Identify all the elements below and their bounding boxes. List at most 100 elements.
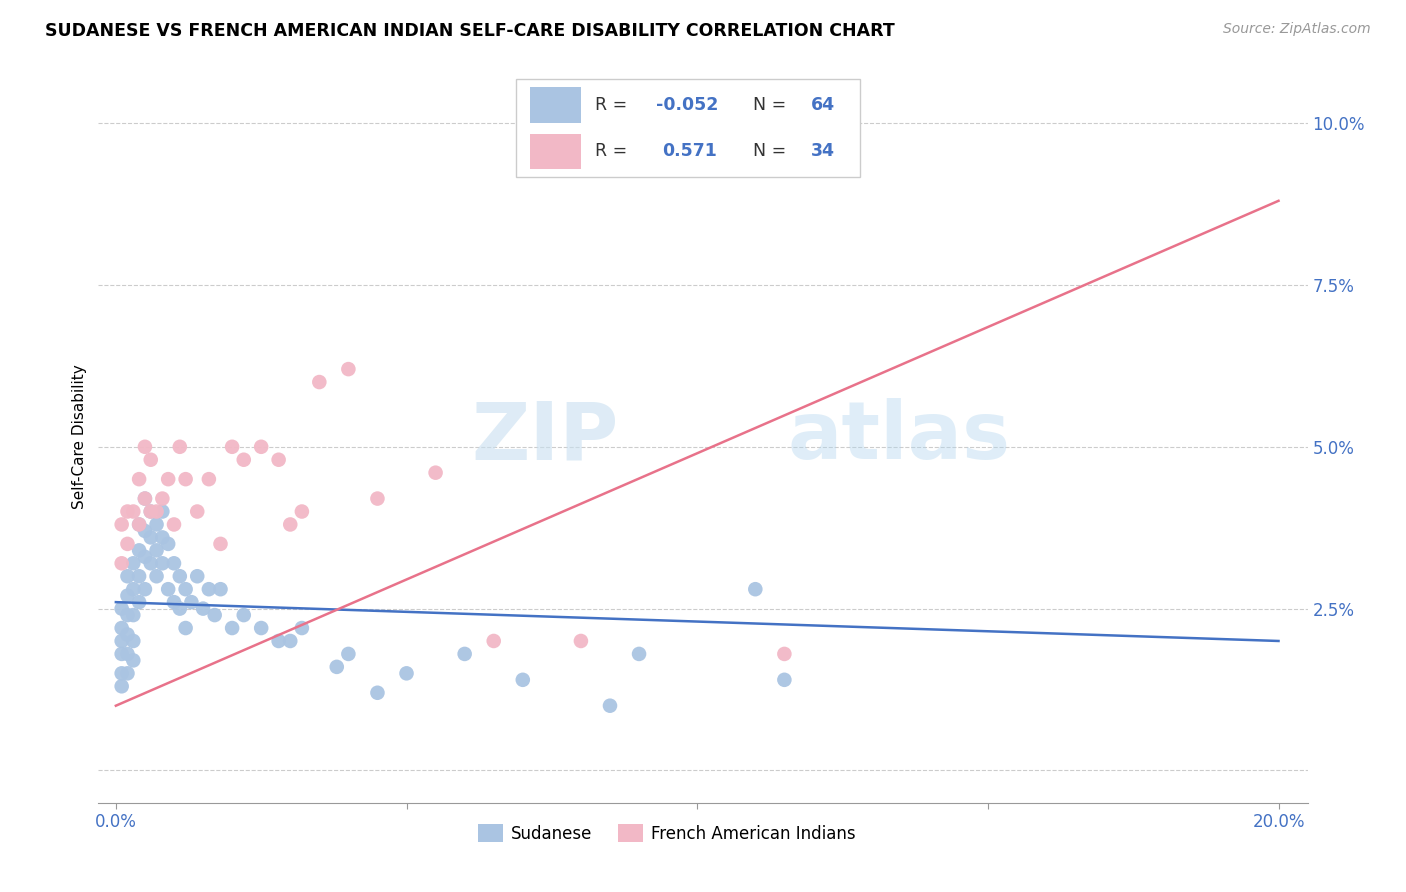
Point <box>773 647 796 661</box>
Point <box>145 569 167 583</box>
Point <box>366 491 388 506</box>
Point <box>111 557 134 571</box>
Point <box>111 679 134 693</box>
Point <box>117 627 139 641</box>
Point <box>122 582 145 597</box>
Point <box>186 504 208 518</box>
Text: 34: 34 <box>811 142 835 160</box>
Point <box>174 621 197 635</box>
Point <box>150 504 173 518</box>
Point <box>773 673 796 687</box>
FancyBboxPatch shape <box>530 87 581 122</box>
Point <box>512 673 534 687</box>
Point <box>111 621 134 635</box>
Point <box>186 569 208 583</box>
Text: atlas: atlas <box>787 398 1011 476</box>
Point <box>122 608 145 623</box>
Point <box>250 440 273 454</box>
Point <box>117 608 139 623</box>
Point <box>291 504 314 518</box>
Point <box>128 543 150 558</box>
Point <box>744 582 766 597</box>
Text: 0.571: 0.571 <box>662 142 717 160</box>
Point <box>628 647 651 661</box>
Point <box>134 491 156 506</box>
Point <box>134 524 156 538</box>
Point <box>191 601 214 615</box>
Text: R =: R = <box>595 142 633 160</box>
Legend: Sudanese, French American Indians: Sudanese, French American Indians <box>471 818 862 849</box>
Point <box>395 666 418 681</box>
Point <box>308 375 330 389</box>
Point <box>145 543 167 558</box>
Point <box>163 557 186 571</box>
Point <box>117 504 139 518</box>
Point <box>169 440 191 454</box>
Point <box>111 634 134 648</box>
Text: R =: R = <box>595 96 633 114</box>
Point <box>150 491 173 506</box>
Point <box>425 466 447 480</box>
Point <box>150 530 173 544</box>
Point <box>122 634 145 648</box>
Point <box>169 569 191 583</box>
Point <box>204 608 226 623</box>
Point <box>569 634 592 648</box>
Point <box>128 595 150 609</box>
Point <box>232 452 254 467</box>
Point <box>139 504 162 518</box>
Point <box>139 530 162 544</box>
Point <box>134 440 156 454</box>
Text: -0.052: -0.052 <box>655 96 718 114</box>
Point <box>291 621 314 635</box>
Y-axis label: Self-Care Disability: Self-Care Disability <box>72 365 87 509</box>
Point <box>145 504 167 518</box>
Point <box>163 517 186 532</box>
Point <box>157 537 180 551</box>
Point <box>337 362 360 376</box>
Point <box>111 647 134 661</box>
Point <box>111 601 134 615</box>
Point <box>599 698 621 713</box>
Point <box>599 148 621 162</box>
Point <box>453 647 475 661</box>
Point <box>128 569 150 583</box>
Point <box>180 595 202 609</box>
Point <box>145 517 167 532</box>
Point <box>117 569 139 583</box>
Point <box>122 653 145 667</box>
Text: SUDANESE VS FRENCH AMERICAN INDIAN SELF-CARE DISABILITY CORRELATION CHART: SUDANESE VS FRENCH AMERICAN INDIAN SELF-… <box>45 22 894 40</box>
Point <box>128 472 150 486</box>
Point <box>157 472 180 486</box>
Point <box>139 557 162 571</box>
Point <box>150 557 173 571</box>
Point <box>169 601 191 615</box>
Point <box>267 634 290 648</box>
Point <box>326 660 349 674</box>
Point <box>209 582 232 597</box>
Point <box>366 686 388 700</box>
Point <box>117 666 139 681</box>
Point <box>117 537 139 551</box>
Point <box>198 472 221 486</box>
Point <box>198 582 221 597</box>
Text: Source: ZipAtlas.com: Source: ZipAtlas.com <box>1223 22 1371 37</box>
Point <box>134 582 156 597</box>
Point <box>117 589 139 603</box>
Point <box>209 537 232 551</box>
Point <box>139 452 162 467</box>
Point <box>174 582 197 597</box>
Point <box>122 557 145 571</box>
Point <box>111 517 134 532</box>
Point <box>221 440 243 454</box>
Text: ZIP: ZIP <box>471 398 619 476</box>
Point <box>128 517 150 532</box>
Point <box>250 621 273 635</box>
Text: N =: N = <box>752 142 792 160</box>
FancyBboxPatch shape <box>516 78 860 178</box>
Point <box>267 452 290 467</box>
Point <box>122 504 145 518</box>
Point <box>232 608 254 623</box>
Point <box>134 549 156 564</box>
Point <box>163 595 186 609</box>
